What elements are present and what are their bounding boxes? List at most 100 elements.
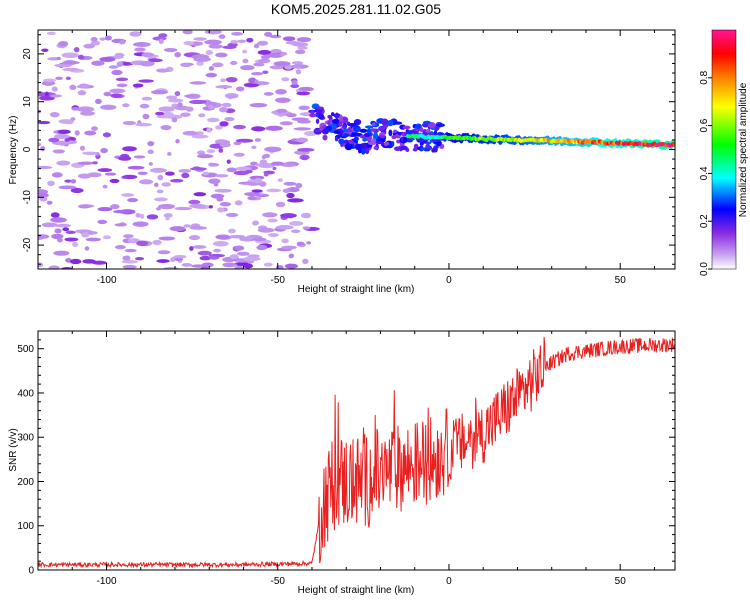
spectrogram-noise	[289, 221, 304, 226]
spectrogram-noise	[100, 104, 117, 110]
spectrogram-noise	[237, 251, 250, 256]
spectrogram-noise	[197, 250, 212, 256]
spectrogram-noise	[122, 264, 137, 269]
spectrogram-noise	[58, 119, 74, 124]
spectrogram-noise	[275, 88, 287, 95]
spectrogram-noise	[253, 62, 265, 67]
spectrogram-noise	[275, 225, 294, 230]
spectrogram-noise	[124, 248, 137, 253]
spectrogram-noise	[116, 83, 128, 88]
spectrogram-cell	[387, 119, 394, 127]
spectrogram-noise	[218, 34, 226, 39]
spectrogram-noise	[53, 133, 70, 139]
spectrogram-noise	[77, 54, 85, 60]
colorbar: 0.0 0.2 0.4 0.6 0.8 Normalized spectral ampl…	[699, 29, 749, 276]
spectrogram-cell	[433, 130, 438, 135]
spectrogram-noise	[61, 52, 80, 59]
spectrogram-noise	[219, 106, 228, 113]
spectrogram-noise	[258, 58, 271, 64]
spectrogram-noise	[306, 241, 312, 245]
spectrogram-noise	[280, 162, 297, 167]
spectrogram-noise	[273, 61, 291, 67]
spectrogram-noise	[65, 76, 71, 80]
spectrogram-noise	[82, 151, 99, 155]
spectrogram-noise	[122, 255, 131, 261]
spectrogram-noise	[119, 62, 134, 66]
spectrogram-noise	[73, 46, 80, 53]
figure-title: KOM5.2025.281.11.02.G05	[271, 1, 441, 17]
spectrogram-noise	[61, 60, 80, 65]
spectrogram-cell	[386, 144, 393, 149]
spectrogram-noise	[301, 156, 309, 161]
spectrogram-noise	[288, 253, 295, 259]
spectrogram-noise	[264, 31, 273, 37]
spectrogram-noise	[189, 246, 194, 251]
x-tick-label: 0	[446, 576, 452, 587]
spectrogram-noise	[84, 130, 97, 136]
spectrogram-noise	[188, 235, 201, 241]
spectrogram-noise	[122, 146, 137, 152]
spectrogram-noise	[283, 36, 296, 42]
spectrogram-cell	[317, 113, 325, 120]
spectrogram-noise	[137, 171, 148, 175]
spectrogram-noise	[77, 161, 95, 165]
spectrogram-noise	[204, 39, 222, 45]
spectrogram-noise	[167, 98, 184, 103]
spectrogram-noise	[205, 72, 218, 78]
spectrogram-noise	[216, 197, 224, 202]
spectrogram-cell	[322, 134, 328, 141]
spectrogram-noise	[257, 50, 272, 55]
spectrogram-cell	[402, 125, 411, 130]
spectrogram-cell	[388, 129, 393, 137]
spectrogram-noise	[133, 155, 146, 159]
spectrogram-noise	[208, 44, 223, 49]
y-tick-label: -20	[22, 237, 33, 252]
spectrogram-noise	[65, 230, 76, 235]
spectrogram-cell	[352, 125, 361, 132]
spectrogram-noise	[158, 203, 176, 210]
spectrogram-noise	[184, 94, 198, 98]
spectrogram-noise	[99, 56, 116, 62]
spectrogram-noise	[174, 51, 181, 58]
spectrogram-cell	[373, 146, 378, 150]
spectrogram-noise	[195, 131, 204, 136]
spectrogram-noise	[226, 159, 231, 164]
spectrogram-noise	[74, 130, 80, 136]
spectrogram-noise	[165, 171, 175, 176]
spectrogram-cell	[422, 120, 431, 125]
spectrogram-noise	[302, 226, 311, 230]
spectrogram-noise	[296, 91, 311, 96]
spectrogram-noise	[156, 259, 170, 263]
spectrogram-noise	[298, 105, 310, 111]
spectrogram-noise	[148, 58, 163, 63]
spectrogram-noise	[283, 181, 297, 186]
spectrogram-noise	[240, 65, 255, 71]
spectrogram-noise	[77, 173, 92, 179]
spectrogram-noise	[259, 159, 268, 165]
spectrogram-noise	[208, 178, 221, 184]
spectrogram-noise	[255, 163, 273, 167]
spectrogram-cell	[414, 123, 422, 129]
spectrogram-noise	[135, 122, 153, 127]
spectrogram-cell	[309, 113, 317, 118]
colorbar-gradient	[711, 29, 737, 270]
spectrogram-cell	[393, 121, 403, 125]
spectrogram-cell	[373, 132, 379, 140]
spectrogram-noise	[262, 153, 271, 159]
spectrogram-noise	[156, 115, 174, 119]
spectrogram-noise	[158, 106, 175, 112]
spectrogram-noise	[275, 201, 286, 208]
spectrogram-noise	[206, 149, 216, 154]
spectrogram-noise	[246, 37, 254, 43]
spectrogram-noise	[265, 125, 283, 131]
spectrogram-noise	[72, 241, 79, 248]
spectrogram-noise	[212, 240, 229, 247]
spectrogram-noise	[205, 50, 214, 56]
spectrogram-noise	[48, 137, 60, 143]
spectrogram-noise	[189, 203, 206, 209]
spectrogram-noise	[193, 37, 207, 41]
spectrogram-noise	[174, 206, 193, 211]
y-tick-label: 0	[28, 566, 34, 577]
spectrogram-noise	[132, 221, 149, 227]
